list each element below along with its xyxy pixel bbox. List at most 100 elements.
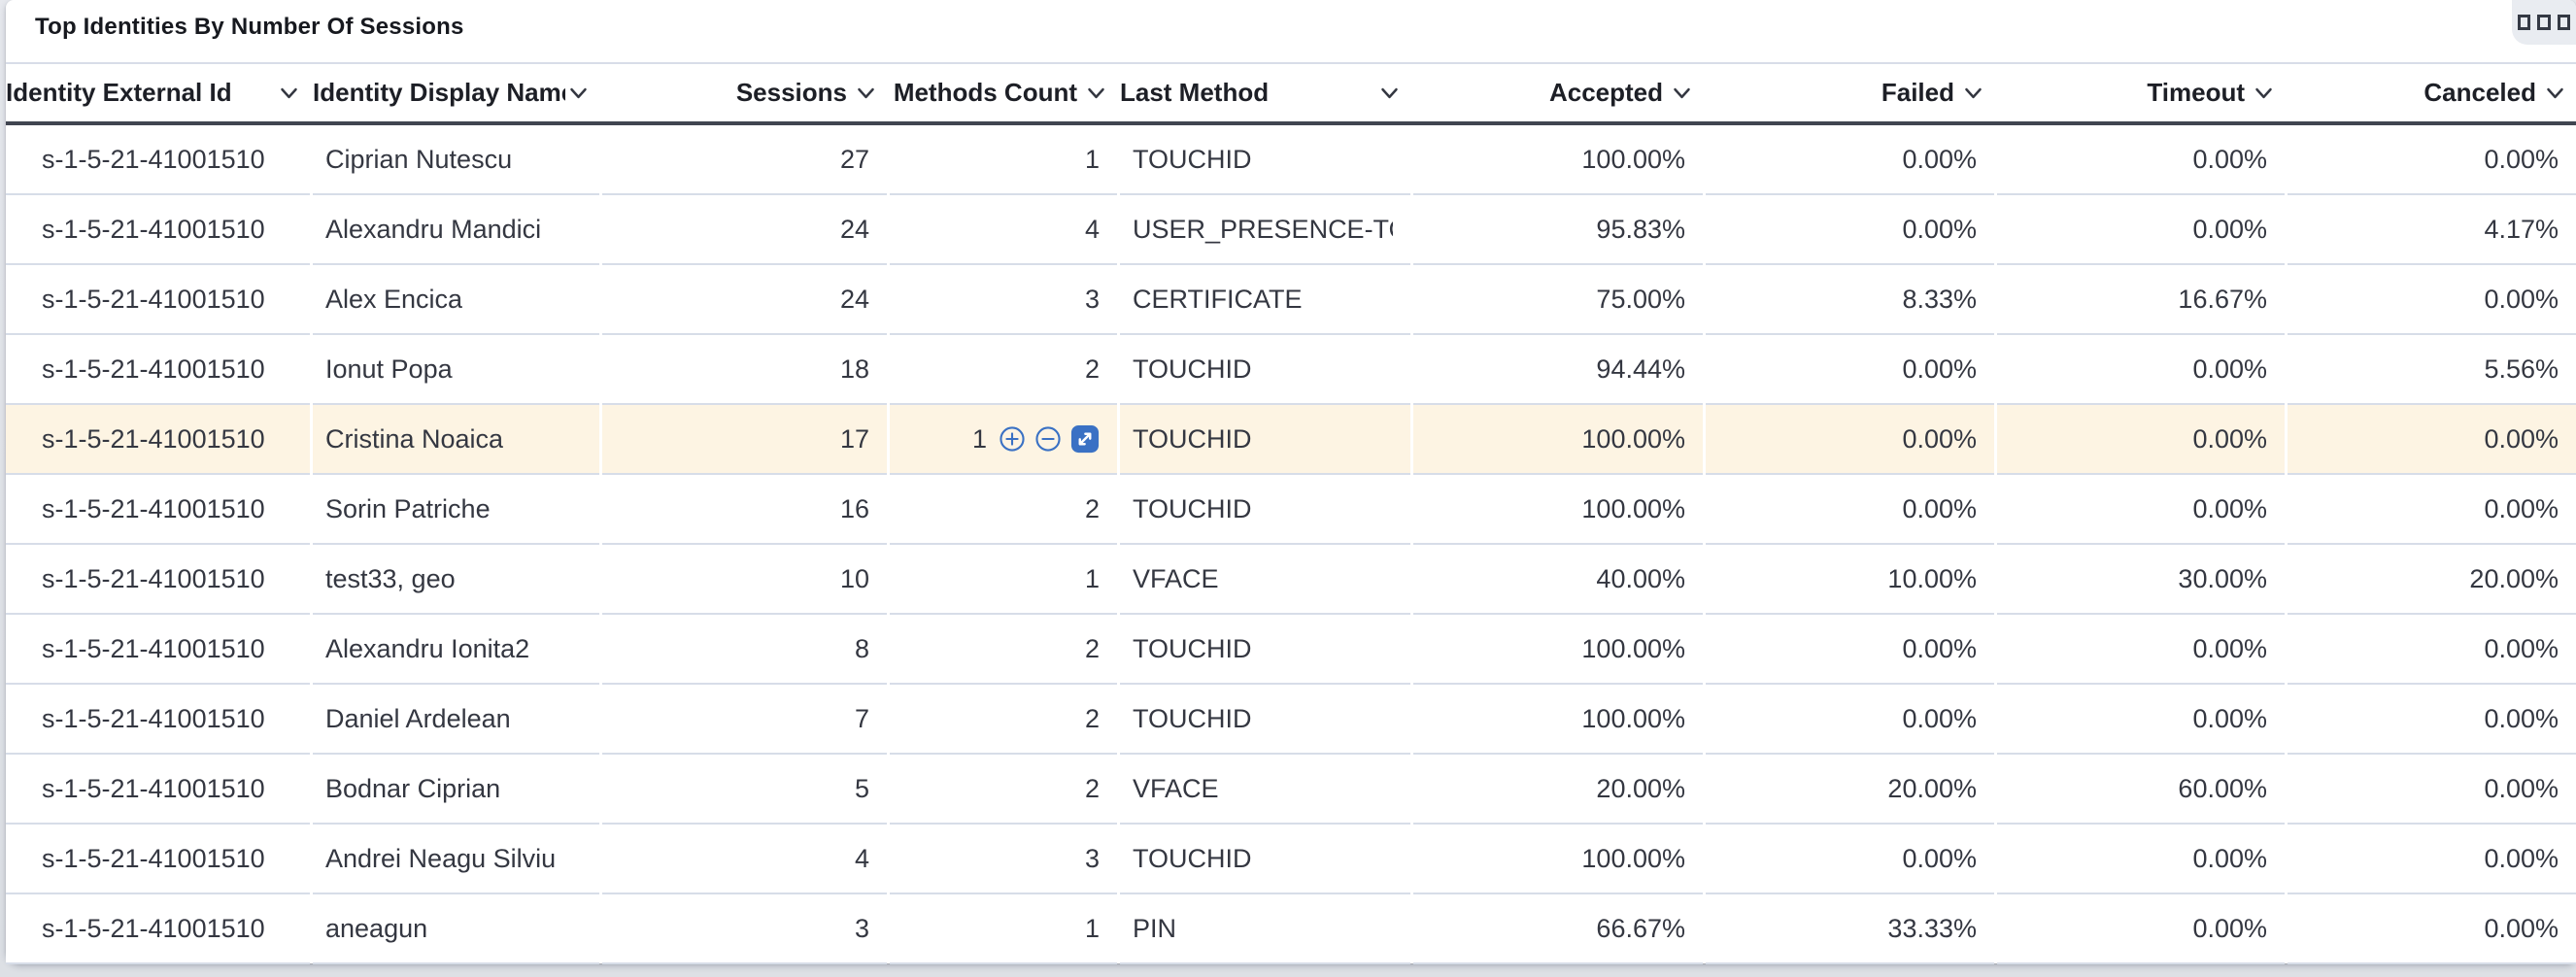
column-header-last_method[interactable]: Last Method [1120,64,1410,121]
cell-timeout[interactable]: 30.00% [1997,545,2285,615]
cell-sessions[interactable]: 16 [602,475,887,545]
cell-last_method[interactable]: VFACE [1120,755,1410,825]
cell-methods_count[interactable]: 2 [890,615,1117,685]
cell-sessions[interactable]: 24 [602,265,887,335]
cell-canceled[interactable]: 0.00% [2288,405,2576,475]
cell-accepted[interactable]: 94.44% [1413,335,1703,405]
cell-last_method[interactable]: TOUCHID [1120,825,1410,894]
cell-canceled[interactable]: 0.00% [2288,125,2576,195]
cell-canceled[interactable]: 0.00% [2288,265,2576,335]
cell-accepted[interactable]: 100.00% [1413,685,1703,755]
cell-sessions[interactable]: 7 [602,685,887,755]
cell-failed[interactable]: 33.33% [1706,894,1994,964]
cell-canceled[interactable]: 0.00% [2288,615,2576,685]
cell-methods_count[interactable]: 2 [890,755,1117,825]
cell-canceled[interactable]: 20.00% [2288,545,2576,615]
cell-methods_count[interactable]: 1 [890,125,1117,195]
column-header-methods_count[interactable]: Methods Count [890,64,1117,121]
cell-methods_count[interactable]: 4 [890,195,1117,265]
cell-timeout[interactable]: 0.00% [1997,405,2285,475]
cell-identity_external_id[interactable]: s-1-5-21-41001510 [6,755,310,825]
column-header-failed[interactable]: Failed [1706,64,1994,121]
cell-methods_count[interactable]: 1 [890,894,1117,964]
cell-failed[interactable]: 0.00% [1706,335,1994,405]
cell-timeout[interactable]: 0.00% [1997,335,2285,405]
cell-last_method[interactable]: CERTIFICATE [1120,265,1410,335]
cell-canceled[interactable]: 5.56% [2288,335,2576,405]
cell-canceled[interactable]: 0.00% [2288,755,2576,825]
column-header-canceled[interactable]: Canceled [2288,64,2576,121]
cell-identity_display_name[interactable]: Ionut Popa [313,335,599,405]
cell-identity_display_name[interactable]: test33, geo [313,545,599,615]
cell-identity_external_id[interactable]: s-1-5-21-41001510 [6,405,310,475]
cell-identity_external_id[interactable]: s-1-5-21-41001510 [6,894,310,964]
cell-accepted[interactable]: 95.83% [1413,195,1703,265]
cell-timeout[interactable]: 16.67% [1997,265,2285,335]
cell-last_method[interactable]: TOUCHID [1120,475,1410,545]
expand-cell-icon[interactable] [1070,424,1100,454]
cell-canceled[interactable]: 4.17% [2288,195,2576,265]
cell-timeout[interactable]: 0.00% [1997,195,2285,265]
cell-sessions[interactable]: 24 [602,195,887,265]
cell-timeout[interactable]: 0.00% [1997,685,2285,755]
cell-identity_display_name[interactable]: Andrei Neagu Silviu [313,825,599,894]
cell-timeout[interactable]: 0.00% [1997,125,2285,195]
cell-sessions[interactable]: 5 [602,755,887,825]
cell-sessions[interactable]: 8 [602,615,887,685]
cell-sessions[interactable]: 3 [602,894,887,964]
cell-timeout[interactable]: 0.00% [1997,894,2285,964]
cell-failed[interactable]: 0.00% [1706,825,1994,894]
cell-methods_count[interactable]: 2 [890,335,1117,405]
cell-methods_count[interactable]: 1 [890,405,1117,475]
cell-identity_external_id[interactable]: s-1-5-21-41001510 [6,265,310,335]
column-header-identity_external_id[interactable]: Identity External Id [6,64,310,121]
cell-timeout[interactable]: 0.00% [1997,825,2285,894]
cell-last_method[interactable]: TOUCHID [1120,335,1410,405]
cell-failed[interactable]: 20.00% [1706,755,1994,825]
column-header-sessions[interactable]: Sessions [602,64,887,121]
cell-failed[interactable]: 0.00% [1706,685,1994,755]
cell-identity_external_id[interactable]: s-1-5-21-41001510 [6,125,310,195]
cell-timeout[interactable]: 0.00% [1997,615,2285,685]
cell-failed[interactable]: 0.00% [1706,615,1994,685]
cell-methods_count[interactable]: 2 [890,685,1117,755]
cell-last_method[interactable]: TOUCHID [1120,615,1410,685]
cell-failed[interactable]: 0.00% [1706,195,1994,265]
cell-identity_display_name[interactable]: Cristina Noaica [313,405,599,475]
cell-identity_external_id[interactable]: s-1-5-21-41001510 [6,825,310,894]
cell-identity_external_id[interactable]: s-1-5-21-41001510 [6,475,310,545]
cell-last_method[interactable]: USER_PRESENCE-TOUCHID [1120,195,1410,265]
cell-identity_display_name[interactable]: Ciprian Nutescu [313,125,599,195]
cell-accepted[interactable]: 75.00% [1413,265,1703,335]
cell-identity_display_name[interactable]: aneagun [313,894,599,964]
cell-sessions[interactable]: 4 [602,825,887,894]
cell-failed[interactable]: 0.00% [1706,125,1994,195]
panel-options-button[interactable] [2512,0,2576,45]
cell-identity_external_id[interactable]: s-1-5-21-41001510 [6,685,310,755]
cell-identity_display_name[interactable]: Alexandru Mandici [313,195,599,265]
cell-failed[interactable]: 8.33% [1706,265,1994,335]
cell-accepted[interactable]: 100.00% [1413,825,1703,894]
column-header-identity_display_name[interactable]: Identity Display Name [313,64,599,121]
cell-sessions[interactable]: 18 [602,335,887,405]
cell-failed[interactable]: 0.00% [1706,405,1994,475]
cell-identity_external_id[interactable]: s-1-5-21-41001510 [6,195,310,265]
cell-accepted[interactable]: 40.00% [1413,545,1703,615]
filter-out-icon[interactable] [1034,425,1062,453]
cell-identity_display_name[interactable]: Alexandru Ionita2 [313,615,599,685]
cell-accepted[interactable]: 100.00% [1413,475,1703,545]
cell-accepted[interactable]: 66.67% [1413,894,1703,964]
cell-sessions[interactable]: 17 [602,405,887,475]
cell-identity_display_name[interactable]: Daniel Ardelean [313,685,599,755]
cell-methods_count[interactable]: 2 [890,475,1117,545]
cell-failed[interactable]: 10.00% [1706,545,1994,615]
cell-accepted[interactable]: 100.00% [1413,615,1703,685]
cell-canceled[interactable]: 0.00% [2288,475,2576,545]
cell-accepted[interactable]: 100.00% [1413,405,1703,475]
cell-methods_count[interactable]: 3 [890,265,1117,335]
cell-identity_display_name[interactable]: Sorin Patriche [313,475,599,545]
cell-last_method[interactable]: TOUCHID [1120,405,1410,475]
cell-last_method[interactable]: TOUCHID [1120,125,1410,195]
column-header-accepted[interactable]: Accepted [1413,64,1703,121]
cell-canceled[interactable]: 0.00% [2288,894,2576,964]
